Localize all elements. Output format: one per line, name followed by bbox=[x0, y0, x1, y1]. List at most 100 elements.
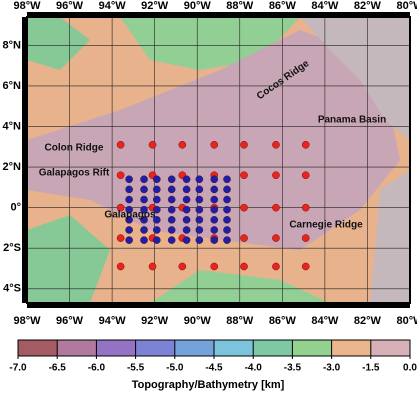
colorbar-segment bbox=[332, 340, 371, 356]
x-tick-label: 82°W bbox=[354, 315, 382, 327]
station bbox=[153, 196, 160, 203]
station bbox=[126, 186, 133, 193]
station bbox=[183, 216, 190, 223]
station bbox=[272, 172, 279, 179]
station bbox=[272, 141, 279, 148]
station bbox=[211, 226, 218, 233]
x-tick-label: 88°W bbox=[226, 0, 254, 12]
x-tick-label: 84°W bbox=[311, 315, 339, 327]
station bbox=[196, 176, 203, 183]
station bbox=[168, 196, 175, 203]
x-tick-label: 86°W bbox=[269, 0, 297, 12]
station bbox=[168, 206, 175, 213]
annotation: Galapagos bbox=[104, 210, 156, 221]
colorbar-tick-label: 0.0 bbox=[403, 363, 417, 374]
station bbox=[168, 237, 175, 244]
frame-border bbox=[22, 17, 27, 303]
station bbox=[140, 176, 147, 183]
station bbox=[223, 237, 230, 244]
station bbox=[240, 172, 247, 179]
colorbar: -7.0-6.5-6.0-5.5-5.0-4.5-4.0-3.5-3.0-1.5… bbox=[9, 340, 417, 374]
station bbox=[183, 186, 190, 193]
y-tick-label: 4°N bbox=[3, 120, 22, 132]
colorbar-tick-label: -5.0 bbox=[166, 363, 184, 374]
colorbar-tick-label: -5.5 bbox=[127, 363, 145, 374]
station bbox=[196, 196, 203, 203]
colorbar-tick-label: -1.5 bbox=[362, 363, 380, 374]
station bbox=[117, 172, 124, 179]
colorbar-segment bbox=[292, 340, 331, 356]
station bbox=[223, 206, 230, 213]
x-tick-label: 96°W bbox=[56, 0, 84, 12]
colorbar-tick-label: -7.0 bbox=[9, 363, 27, 374]
station bbox=[211, 176, 218, 183]
x-tick-label: 86°W bbox=[269, 315, 297, 327]
station bbox=[168, 176, 175, 183]
station bbox=[196, 206, 203, 213]
x-tick-label: 90°W bbox=[184, 0, 212, 12]
station bbox=[196, 226, 203, 233]
x-tick-label: 84°W bbox=[311, 0, 339, 12]
station bbox=[223, 216, 230, 223]
station bbox=[272, 263, 279, 270]
x-tick-label: 82°W bbox=[354, 0, 382, 12]
station bbox=[117, 141, 124, 148]
station bbox=[302, 141, 309, 148]
station bbox=[179, 263, 186, 270]
station bbox=[153, 186, 160, 193]
x-tick-label: 96°W bbox=[56, 315, 84, 327]
station bbox=[240, 263, 247, 270]
colorbar-tick-label: -4.5 bbox=[205, 363, 223, 374]
colorbar-tick-label: -3.5 bbox=[284, 363, 302, 374]
colorbar-segment bbox=[214, 340, 253, 356]
station bbox=[168, 186, 175, 193]
station bbox=[183, 176, 190, 183]
station bbox=[140, 196, 147, 203]
station bbox=[126, 237, 133, 244]
station bbox=[223, 196, 230, 203]
station bbox=[126, 196, 133, 203]
y-tick-label: 2°S bbox=[3, 242, 21, 254]
colorbar-segment bbox=[96, 340, 135, 356]
x-tick-label: 80°W bbox=[396, 0, 417, 12]
station bbox=[168, 226, 175, 233]
station bbox=[302, 263, 309, 270]
station bbox=[183, 206, 190, 213]
station bbox=[211, 216, 218, 223]
station bbox=[126, 176, 133, 183]
x-tick-label: 88°W bbox=[226, 315, 254, 327]
y-tick-label: 2°N bbox=[3, 161, 22, 173]
station bbox=[272, 234, 279, 241]
station bbox=[302, 204, 309, 211]
station bbox=[126, 226, 133, 233]
annotation: Carnegie Ridge bbox=[289, 220, 363, 231]
station bbox=[211, 196, 218, 203]
x-tick-label: 94°W bbox=[99, 315, 127, 327]
colorbar-segment bbox=[57, 340, 96, 356]
station bbox=[140, 186, 147, 193]
colorbar-segment bbox=[253, 340, 292, 356]
station bbox=[302, 172, 309, 179]
station bbox=[183, 237, 190, 244]
colorbar-segment bbox=[18, 340, 57, 356]
station bbox=[168, 216, 175, 223]
station bbox=[140, 226, 147, 233]
colorbar-segment bbox=[136, 340, 175, 356]
station bbox=[196, 216, 203, 223]
station bbox=[179, 141, 186, 148]
x-tick-label: 90°W bbox=[184, 315, 212, 327]
frame-border bbox=[27, 12, 410, 17]
station bbox=[223, 186, 230, 193]
station bbox=[223, 226, 230, 233]
station bbox=[272, 204, 279, 211]
station bbox=[153, 237, 160, 244]
map-figure: Cocos Ridge Panama Basin Colon Ridge Gal… bbox=[0, 0, 417, 402]
colorbar-segment bbox=[175, 340, 214, 356]
station bbox=[196, 186, 203, 193]
y-tick-label: 6°N bbox=[3, 80, 22, 92]
station bbox=[211, 206, 218, 213]
frame-border bbox=[27, 303, 410, 308]
station bbox=[240, 141, 247, 148]
x-tick-label: 94°W bbox=[99, 0, 127, 12]
annotation: Colon Ridge bbox=[45, 143, 104, 154]
